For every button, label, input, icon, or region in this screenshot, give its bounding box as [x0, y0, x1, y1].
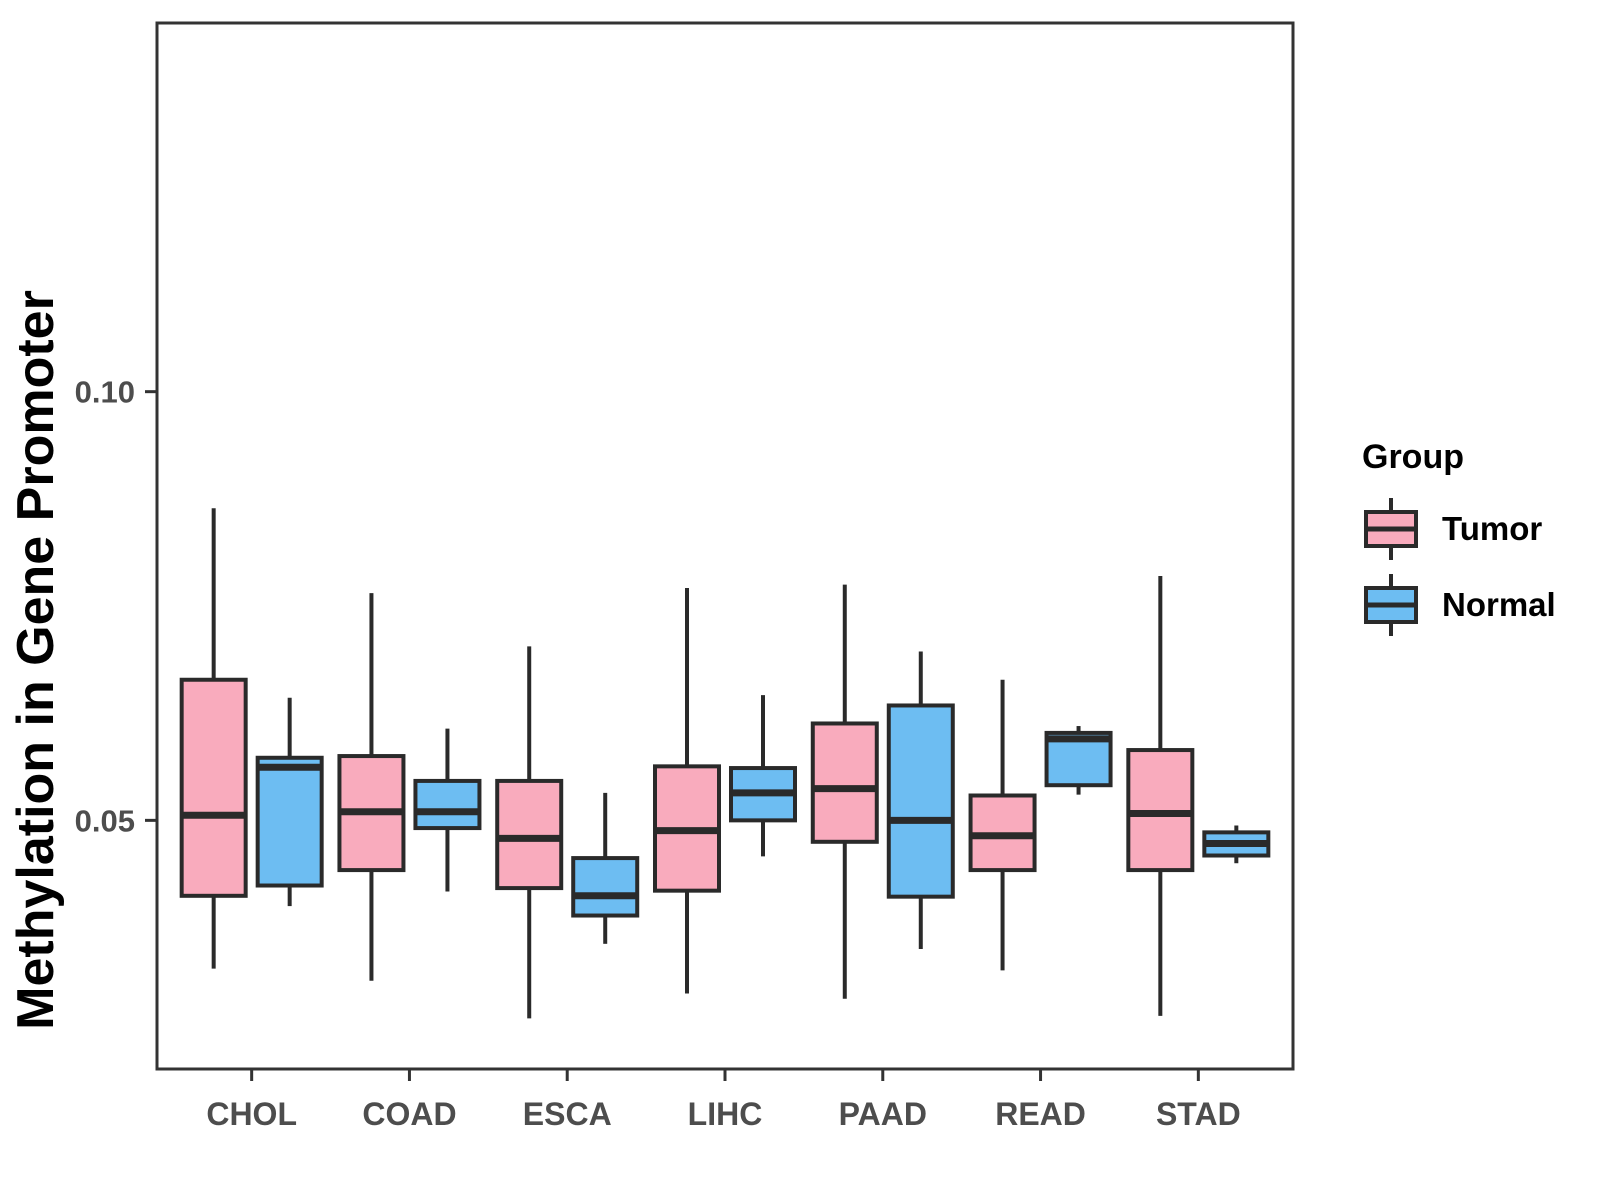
- y-tick-label: 0.05: [75, 803, 135, 838]
- box-normal: [886, 703, 955, 899]
- x-tick-label: LIHC: [688, 1096, 763, 1132]
- x-tick-label: STAD: [1156, 1096, 1241, 1132]
- box-normal: [255, 755, 324, 888]
- box-normal: [571, 856, 640, 918]
- legend-title: Group: [1362, 438, 1464, 476]
- x-tick-label: PAAD: [839, 1096, 927, 1132]
- x-tick-label: ESCA: [523, 1096, 612, 1132]
- legend-label-tumor: Tumor: [1442, 510, 1543, 547]
- box-tumor: [179, 677, 248, 898]
- y-axis-title: Methylation in Gene Promoter: [7, 290, 65, 1030]
- x-tick-label: COAD: [362, 1096, 456, 1132]
- legend-item-normal: Normal: [1360, 571, 1556, 639]
- normal-boxplot-key-icon: [1364, 574, 1418, 636]
- x-tick-label: CHOL: [206, 1096, 297, 1132]
- legend: Group Tumor Normal: [1360, 438, 1556, 643]
- panel-border: [155, 21, 1295, 1071]
- x-tick-label: READ: [995, 1096, 1086, 1132]
- tumor-boxplot-key-icon: [1364, 498, 1418, 560]
- box-normal: [413, 778, 482, 831]
- legend-item-tumor: Tumor: [1360, 495, 1556, 563]
- box-tumor: [495, 778, 564, 891]
- y-tick-label: 0.10: [75, 375, 135, 410]
- legend-label-normal: Normal: [1442, 586, 1556, 623]
- box-tumor: [810, 721, 879, 844]
